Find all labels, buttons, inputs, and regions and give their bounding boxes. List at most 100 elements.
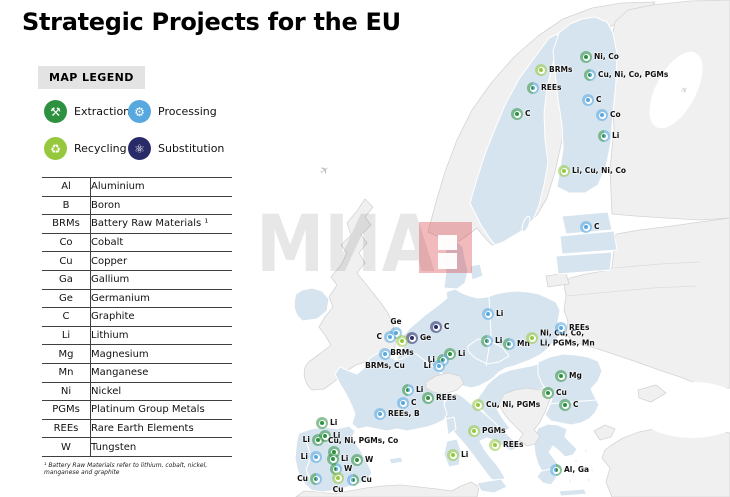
material-name: Manganese	[90, 362, 232, 383]
material-code: BRMs	[42, 214, 91, 234]
country-greece	[533, 423, 578, 480]
region-iberia	[294, 425, 373, 493]
material-row: Mn Manganese	[42, 362, 232, 383]
country-lithuania	[555, 251, 613, 275]
border-ro-bg	[545, 399, 597, 405]
material-name: Cobalt	[90, 232, 232, 252]
material-name: Boron	[90, 195, 232, 215]
material-code: Ga	[42, 269, 91, 290]
material-row: B Boron	[42, 195, 232, 215]
material-row: Al Aluminium	[42, 177, 232, 197]
country-finland	[552, 16, 618, 194]
material-code: REEs	[42, 418, 91, 438]
crimea	[637, 384, 667, 403]
aegean-island	[568, 479, 572, 483]
material-code: Mg	[42, 344, 91, 364]
legend-item-processing: ⚙ Processing	[128, 100, 249, 123]
country-denmark	[441, 239, 469, 290]
aegean-island	[587, 478, 591, 482]
material-name: Aluminium	[90, 177, 232, 197]
materials-table: Al Aluminium B Boron BRMs Battery Raw Materia…	[42, 177, 232, 457]
recycle-icon: ♻	[44, 137, 67, 160]
border-es-pt	[305, 440, 313, 484]
country-switzerland	[425, 372, 465, 395]
material-code: Ge	[42, 288, 91, 308]
aegean-island	[574, 459, 578, 463]
country-ireland	[293, 287, 330, 322]
material-code: Li	[42, 325, 91, 345]
material-code: Cu	[42, 251, 91, 271]
eu-countries	[293, 16, 618, 497]
material-name: Platinum Group Metals	[90, 400, 232, 420]
materials-tbody: Al Aluminium B Boron BRMs Battery Raw Materia…	[42, 177, 232, 457]
material-name: Graphite	[90, 307, 232, 327]
material-name: Magnesium	[90, 344, 232, 364]
non-eu-enclaves	[425, 372, 553, 447]
material-name: Gallium	[90, 269, 232, 290]
country-turkey-thrace	[593, 424, 616, 441]
island-corsica	[445, 416, 457, 436]
island-balearics	[388, 456, 404, 465]
material-row: W Tungsten	[42, 437, 232, 457]
material-name: Copper	[90, 251, 232, 271]
legend-item-label: Extraction	[74, 105, 131, 118]
material-name: Battery Raw Materials ¹	[90, 214, 232, 234]
material-name: Tungsten	[90, 437, 232, 457]
material-row: Ge Germanium	[42, 288, 232, 308]
material-code: PGMs	[42, 400, 91, 420]
island-sicily	[476, 478, 508, 494]
aegean-island	[584, 449, 588, 453]
material-row: Li Lithium	[42, 325, 232, 345]
country-latvia	[559, 230, 618, 255]
gears-icon: ⚙	[128, 100, 151, 123]
page-title: Strategic Projects for the EU	[22, 8, 401, 36]
region-west-balkans	[498, 387, 553, 447]
country-estonia	[561, 211, 613, 235]
material-code: B	[42, 195, 91, 215]
island-gotland	[521, 215, 531, 233]
material-name: Lithium	[90, 325, 232, 345]
material-code: Al	[42, 177, 91, 197]
material-row: BRMs Battery Raw Materials ¹	[42, 214, 232, 234]
material-row: C Graphite	[42, 307, 232, 327]
material-code: Mn	[42, 362, 91, 383]
white-sea	[649, 51, 703, 129]
country-uk	[303, 198, 397, 391]
material-row: Ni Nickel	[42, 381, 232, 401]
material-row: Mg Magnesium	[42, 344, 232, 364]
legend-item-substitution: ⚛ Substitution	[128, 137, 249, 160]
non-eu-countries	[295, 0, 730, 497]
legend-item-label: Processing	[158, 105, 217, 118]
material-name: Nickel	[90, 381, 232, 401]
pickaxe-icon: ⚒	[44, 100, 67, 123]
country-france	[334, 351, 448, 432]
material-row: Cu Copper	[42, 251, 232, 271]
atom-icon: ⚛	[128, 137, 151, 160]
coast-north-africa	[295, 481, 480, 497]
material-code: W	[42, 437, 91, 457]
island-sardinia	[443, 438, 462, 468]
material-row: REEs Rare Earth Elements	[42, 418, 232, 438]
legend-item-label: Substitution	[158, 142, 225, 155]
legend-items: ⚒ Extraction ⚙ Processing ♻ Recycling ⚛ Substit…	[44, 100, 249, 160]
material-code: Ni	[42, 381, 91, 401]
material-row: PGMs Platinum Group Metals	[42, 400, 232, 420]
material-row: Co Cobalt	[42, 232, 232, 252]
material-name: Germanium	[90, 288, 232, 308]
island-crete	[558, 488, 588, 497]
material-code: C	[42, 307, 91, 327]
map-legend-heading: MAP LEGEND	[38, 66, 145, 89]
aegean-island	[590, 468, 594, 472]
island-zealand	[469, 263, 484, 281]
legend-item-label: Recycling	[74, 142, 127, 155]
material-row: Ga Gallium	[42, 269, 232, 290]
country-turkey	[601, 425, 730, 497]
non-eu-borders	[565, 261, 701, 297]
legend-item-recycling: ♻ Recycling	[44, 137, 128, 160]
material-code: Co	[42, 232, 91, 252]
legend-item-extraction: ⚒ Extraction	[44, 100, 131, 123]
border-by-ua	[565, 285, 697, 297]
material-name: Rare Earth Elements	[90, 418, 232, 438]
table-footnote: ¹ Battery Raw Materials refer to lithium…	[44, 462, 208, 476]
